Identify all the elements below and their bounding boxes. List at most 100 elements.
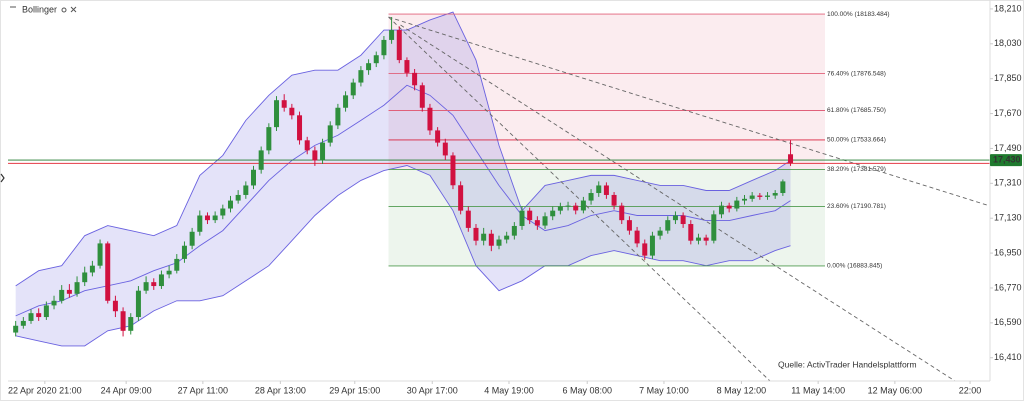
candle-body — [82, 272, 88, 283]
candle-body — [59, 289, 65, 301]
fib-label: 38.20% (17381.579) — [827, 166, 886, 173]
y-tick-label: 17,670 — [994, 108, 1022, 118]
candle-body — [36, 313, 42, 318]
candle-body — [320, 142, 326, 161]
axes-layer: 18,210 18,030 17,850 17,670 17,490 17,310 17,1… — [8, 0, 1022, 395]
candle-body — [143, 282, 149, 291]
candle-body — [511, 225, 517, 236]
candle-body — [435, 130, 441, 143]
candle-body — [412, 72, 418, 86]
candle-body — [289, 107, 295, 116]
candle-body — [197, 215, 203, 232]
candle-body — [588, 193, 594, 201]
candle-body — [726, 205, 732, 209]
candle-body — [649, 235, 655, 256]
candle-body — [105, 243, 111, 301]
candle-body — [350, 82, 356, 96]
candle-body — [557, 206, 563, 211]
candle-body — [20, 320, 26, 326]
candle-body — [212, 215, 218, 221]
candle-body — [281, 100, 287, 108]
candle-body — [66, 289, 72, 294]
band-lower — [15, 165, 791, 347]
candle-body — [204, 215, 210, 221]
candle-body — [765, 195, 771, 197]
candle-body — [43, 305, 49, 318]
candle-body — [642, 243, 648, 256]
close-icon[interactable] — [70, 6, 77, 13]
x-tick-label: 7 May 10:00 — [639, 385, 689, 395]
candle-body — [427, 107, 433, 131]
candle-body — [718, 205, 724, 215]
candle-body — [112, 300, 118, 312]
x-tick-label: 12 May 06:00 — [868, 385, 923, 395]
candle-body — [389, 30, 395, 40]
candle-body — [573, 205, 579, 211]
source-note: Quelle: ActivTrader Handelsplattform — [778, 359, 917, 369]
x-tick-label: 4 May 19:00 — [484, 385, 534, 395]
candle-body — [97, 243, 103, 266]
candle-body — [51, 300, 57, 306]
candle-body — [481, 233, 487, 241]
price-tag — [990, 154, 1022, 167]
candle-body — [128, 317, 134, 331]
trend-line — [388, 16, 771, 382]
candle-body — [626, 220, 632, 231]
candle-body — [542, 216, 548, 226]
fib-label: 0.00% (16883.845) — [827, 263, 882, 270]
x-tick-label: 28 Apr 13:00 — [255, 385, 306, 395]
candle-body — [312, 150, 318, 161]
candle-body — [772, 193, 778, 196]
y-tick-label: 17,130 — [994, 213, 1022, 223]
candle-body — [274, 100, 280, 128]
candle-body — [634, 230, 640, 244]
fib-label: 76.40% (17876.548) — [827, 70, 886, 77]
candle-body — [89, 265, 95, 273]
candle-body — [381, 39, 387, 56]
fib-label: 23.60% (17190.781) — [827, 203, 886, 210]
candle-body — [488, 233, 494, 246]
y-tick-label: 18,210 — [994, 3, 1022, 13]
y-tick-label: 16,770 — [994, 282, 1022, 292]
y-tick-label: 18,030 — [994, 38, 1022, 48]
expand-arrow[interactable] — [0, 173, 5, 183]
candle-body — [519, 210, 525, 226]
settings-icon[interactable] — [61, 7, 67, 13]
candle-body — [757, 195, 763, 197]
x-tick-label: 24 Apr 09:00 — [101, 385, 152, 395]
candle-body — [695, 237, 701, 241]
candle-body — [235, 194, 241, 201]
fib-zone-upper — [388, 14, 825, 170]
trend-line — [388, 16, 991, 207]
candle-body — [742, 198, 747, 201]
candle-body — [711, 214, 717, 241]
candle-body — [734, 200, 740, 209]
candle-body — [151, 282, 157, 287]
candle-body — [120, 311, 126, 331]
candle-body — [220, 208, 226, 216]
candle-body — [749, 195, 755, 199]
x-tick-label: 6 May 08:00 — [562, 385, 612, 395]
candle-body — [366, 63, 372, 71]
bands-layer — [15, 11, 791, 347]
y-tick-label: 17,310 — [994, 178, 1022, 188]
x-tick-label: 29 Apr 15:00 — [329, 385, 380, 395]
candle-body — [672, 215, 678, 221]
candle-body — [335, 107, 341, 126]
fib-label: 100.00% (18183.484) — [827, 11, 890, 18]
candle-body — [304, 140, 310, 151]
candle-body — [373, 55, 379, 64]
candle-body — [28, 313, 34, 321]
candle-body — [243, 185, 249, 195]
candle-body — [13, 325, 19, 333]
candle-body — [603, 185, 609, 195]
y-tick-label: 17,490 — [994, 143, 1022, 153]
fib-label: 61.80% (17685.750) — [827, 107, 886, 114]
candle-body — [404, 60, 410, 73]
band-upper — [15, 11, 791, 287]
candle-body — [227, 200, 233, 209]
candle-body — [465, 210, 471, 228]
candle-body — [419, 85, 425, 108]
